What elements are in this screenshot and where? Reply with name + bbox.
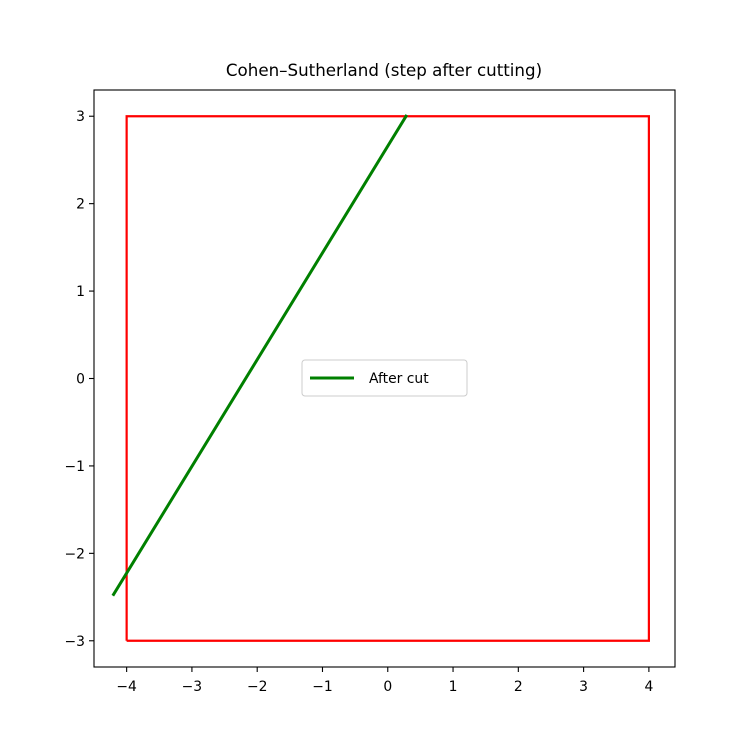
legend-box [301,359,468,397]
x-tick-label: −1 [312,679,332,695]
series-line-after-cut [111,114,409,597]
chart-title: Cohen–Sutherland (step after cutting) [226,60,542,80]
x-tick-label: −4 [116,679,137,695]
x-tick-label: 4 [644,679,653,695]
legend: After cut [301,359,468,397]
y-tick-label: 0 [76,372,85,388]
x-tick-label: 1 [449,679,458,695]
y-tick-label: −3 [65,634,85,650]
x-tick-label: 2 [514,679,523,695]
plot-area [111,114,650,642]
y-tick-label: 1 [76,284,85,300]
x-tick-label: −2 [247,679,267,695]
y-tick-label: −1 [65,459,85,475]
legend-label: After cut [369,371,429,387]
y-tick-label: −2 [65,546,85,562]
x-tick-label: 3 [579,679,588,695]
y-tick-label: 2 [76,197,85,213]
y-tick-label: 3 [76,109,85,125]
x-tick-label: 0 [383,679,392,695]
x-tick-label: −3 [182,679,202,695]
axes: −4 −3 −2 −1 0 1 2 3 4 −3 −2 −1 0 1 2 3 [65,89,676,695]
clip-window-rectangle [125,115,650,642]
